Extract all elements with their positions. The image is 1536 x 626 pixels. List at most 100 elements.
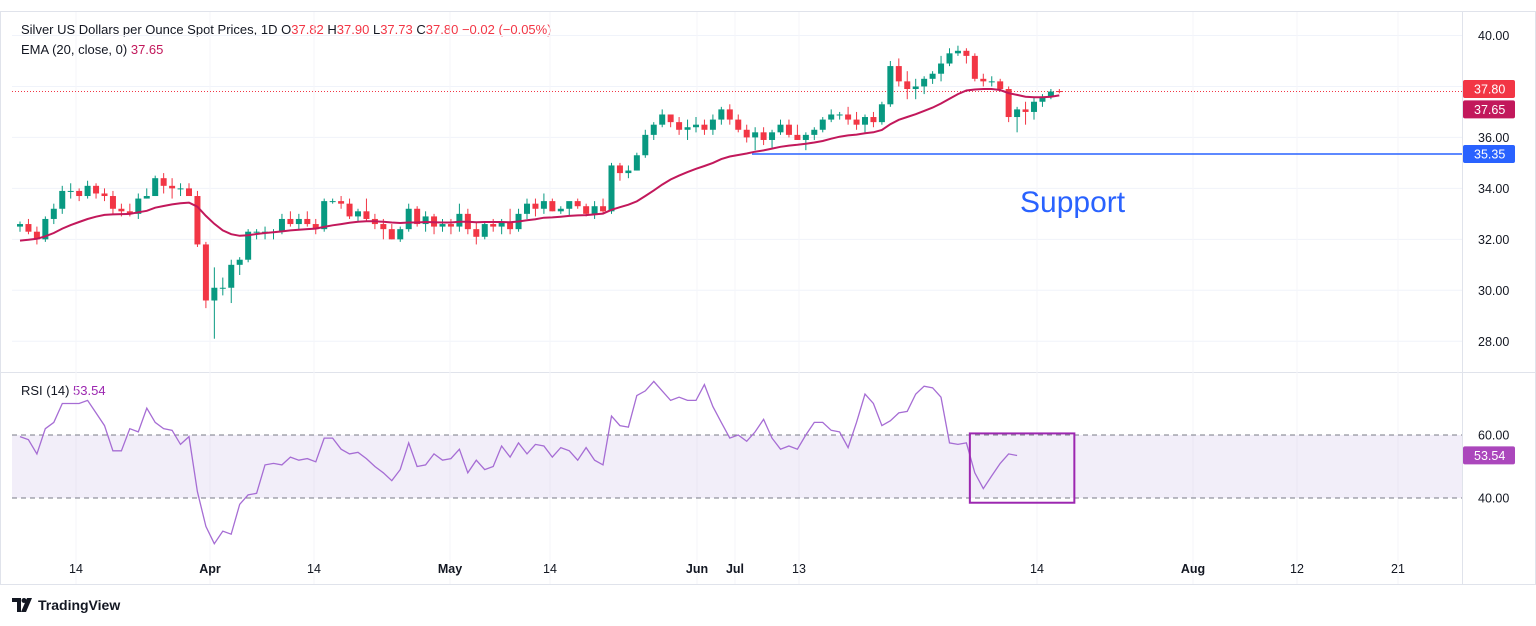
candle-body [659,114,666,125]
candle-body [971,55,978,79]
low-value: 37.73 [380,22,413,37]
candle-body [819,119,826,130]
candle-body [862,117,868,125]
candle-body [743,129,750,138]
support-annotation: Support [1020,186,1126,219]
rsi-value-label-bg [1463,446,1515,465]
candle-body [447,224,454,227]
candle-body [439,224,446,227]
candle-body [1031,101,1037,112]
rsi-band-fill [12,435,1462,498]
open-value: 37.82 [291,22,324,37]
candle-body [143,196,150,199]
candle-body [152,178,159,197]
candle-body [608,165,615,212]
candle-body [219,287,226,289]
candle-body [405,208,412,230]
candle-body [25,224,32,232]
candle-body [794,134,801,140]
rsi-value: 53.54 [73,383,106,398]
rsi-value-label: 53.54 [1474,449,1505,463]
candle-body [616,165,623,174]
high-value: 37.90 [336,22,370,37]
candle-body [498,221,505,227]
candle-body [312,224,319,230]
ema-price-label-bg [1463,100,1515,119]
candle-body [735,119,742,130]
candle-body [363,211,370,219]
candle-body [236,259,243,265]
candle-body [1022,109,1029,112]
ema-value: 37.65 [130,42,164,57]
candle-body [625,170,632,174]
support-price-label: 35.35 [1474,147,1505,161]
candle-body [980,78,987,82]
candle-body [186,188,192,197]
candle-body [676,122,683,130]
rsi-highlight-box [968,432,1076,504]
candle-body [295,218,302,225]
candle-body [777,124,784,133]
tradingview-logo-icon [12,598,32,612]
candle-body [355,211,361,217]
candle-body [67,190,74,192]
rsi-line [19,380,1018,545]
candle-body [684,127,691,130]
candle-body [726,109,733,120]
time-tick-label: 21 [1391,562,1405,576]
rsi-legend: RSI (14) 53.54 [21,383,106,398]
candle-body [304,218,311,225]
candle-body [473,229,480,237]
candle-body [963,50,970,56]
candle-body [946,53,953,64]
support-price-label-bg [1463,144,1515,163]
time-tick-label: 14 [307,562,321,576]
change-value: −0.02 (−0.05%) [461,22,552,37]
rsi-tick-label: 40.00 [1478,492,1509,506]
candle-body [481,224,488,237]
candle-body [33,231,40,240]
candle-body [769,132,776,140]
candle-body [667,114,674,123]
time-tick-label: Apr [199,562,221,576]
candle-body [954,50,961,54]
candle-body [101,193,108,197]
high-label: H [327,22,337,37]
candle-body [600,206,607,212]
time-tick-label: 14 [69,562,83,576]
candle-body [1047,91,1054,97]
candle-body [160,178,167,186]
candle-body [278,218,285,232]
candle-body [1056,91,1063,93]
candle-body [135,198,142,214]
candle-body [895,66,902,82]
candle-body [50,208,57,219]
tradingview-logo[interactable]: TradingView [12,597,120,613]
ema-legend: EMA (20, close, 0) 37.65 [21,42,163,57]
candle-body [380,224,387,230]
chart-title: Silver US Dollars per Ounce Spot Prices,… [21,22,278,37]
candle-body [194,196,201,245]
candle-body [211,287,218,301]
candle-body [228,264,235,288]
ema-price-label: 37.65 [1474,103,1505,117]
candle-body [397,229,404,240]
candle-body [921,78,928,87]
candle-body [1014,109,1021,118]
candle-body [346,203,353,217]
candle-body [583,206,590,214]
price-tick-label: 30.00 [1478,284,1509,298]
close-label: C [416,22,426,37]
candle-body [118,208,125,212]
candle-body [524,203,530,214]
candle-body [887,66,894,105]
candle-body [574,201,581,207]
candle-body [253,231,260,233]
candle-body [109,196,116,209]
candle-body [549,201,556,212]
price-tick-label: 28.00 [1478,335,1509,349]
price-tick-label: 36.00 [1478,131,1509,145]
candle-body [532,203,539,209]
last-price-label-bg [1463,80,1515,99]
